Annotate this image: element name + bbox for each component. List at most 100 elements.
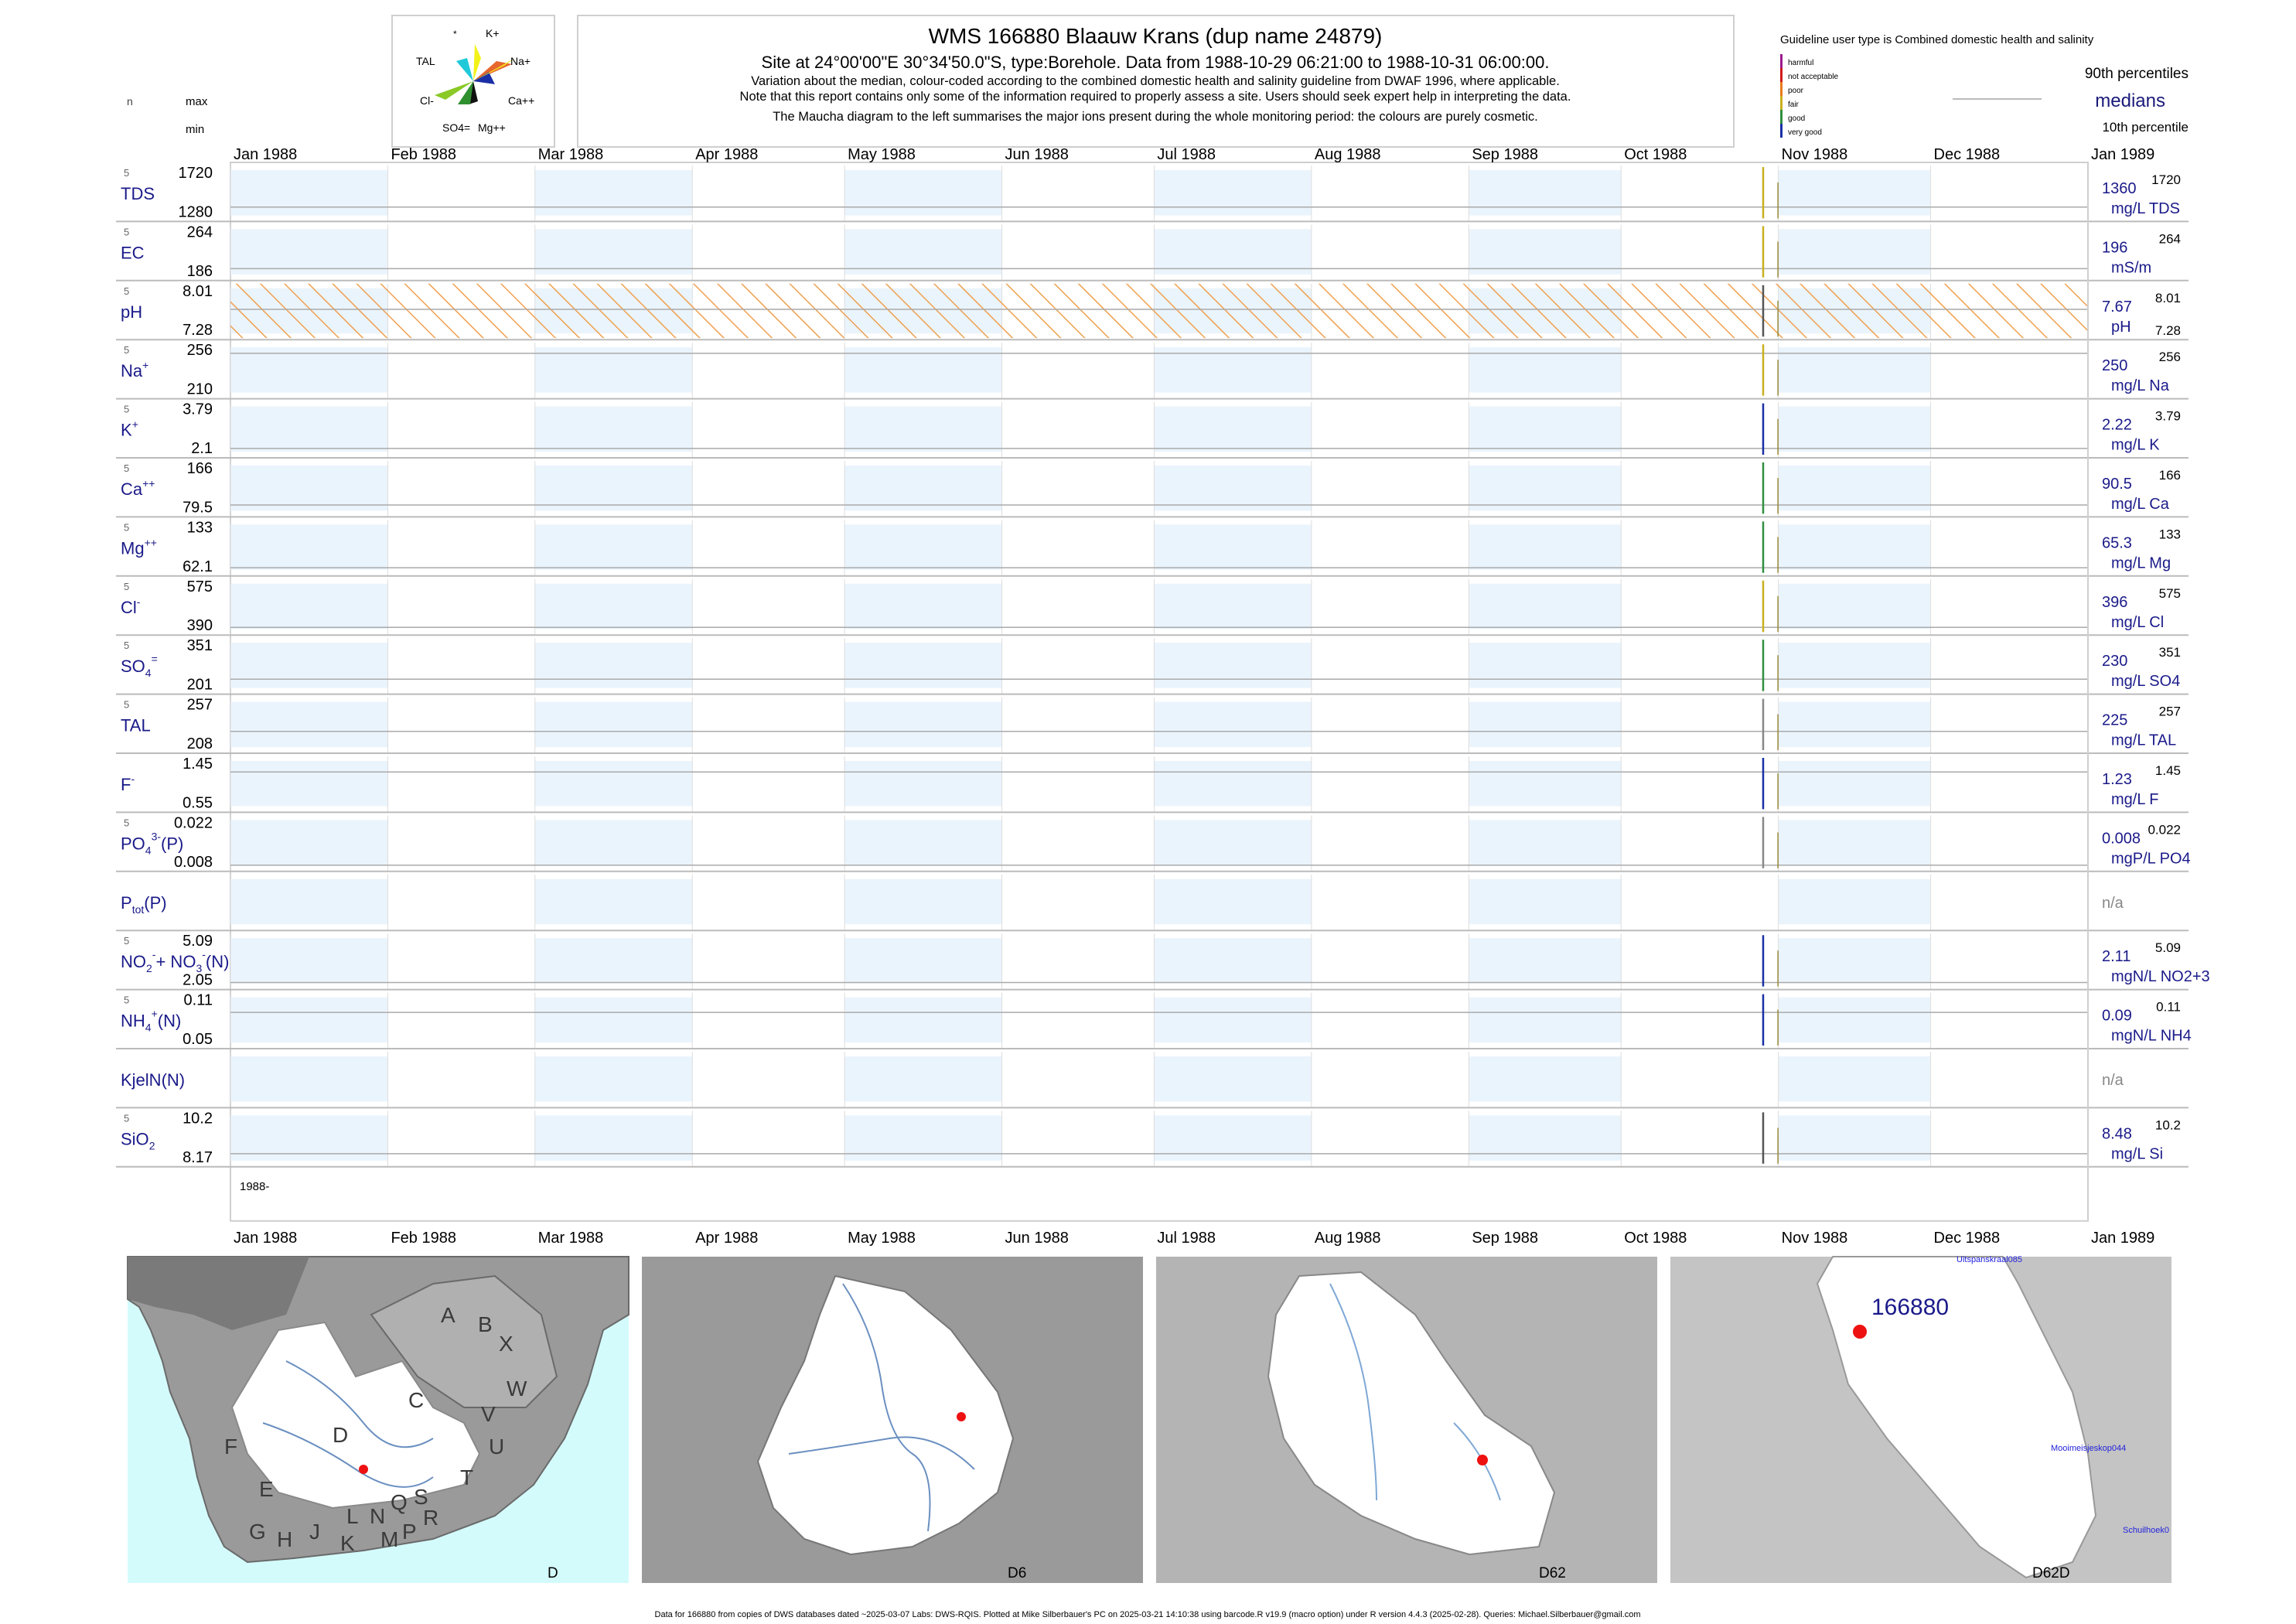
row-median: 90.5: [2102, 476, 2132, 493]
variable-sub: 4: [145, 667, 152, 679]
variable-label: Mg++: [121, 536, 157, 558]
month-shading: [534, 938, 693, 984]
month-shading: [1778, 229, 1931, 275]
variable-sup: ++: [142, 477, 155, 490]
month-shading: [844, 524, 1002, 570]
month-label-bottom: Mar 1988: [538, 1230, 604, 1247]
row-median: 1.23: [2102, 771, 2132, 788]
month-shading: [1778, 170, 1931, 216]
variable-label: NO2-+ NO3-(N): [121, 948, 229, 974]
variable-sup: -: [137, 595, 141, 608]
variable-label: SiO2: [121, 1129, 155, 1151]
row-min: 186: [187, 263, 213, 280]
month-label-bottom: Dec 1988: [1934, 1230, 2001, 1247]
row-unit: mgN/L NH4: [2111, 1028, 2192, 1045]
month-shading: [1154, 879, 1312, 925]
legend-class-swatch: [1780, 124, 1783, 138]
variable-label: TDS: [121, 184, 155, 203]
legend-p10: 10th percentile: [2102, 120, 2189, 135]
row-min: 1280: [179, 203, 213, 220]
variable-suffix: (P): [144, 893, 166, 913]
row-p90: 1.45: [2155, 763, 2181, 778]
map-site-label: 166880: [1871, 1295, 1949, 1320]
variable-label: NH4+(N): [121, 1008, 181, 1034]
variable-label: KjelN(N): [121, 1070, 185, 1090]
map-region-label: L: [346, 1504, 359, 1528]
month-shading: [1154, 170, 1312, 216]
title-block: WMS 166880 Blaauw Krans (dup name 24879)…: [577, 15, 1735, 148]
row-median: 8.48: [2102, 1125, 2132, 1142]
map-region-label: M: [380, 1527, 398, 1551]
maucha-segment: [473, 58, 515, 81]
maucha-label-cl: Cl-: [420, 94, 434, 107]
month-label-top: Jan 1988: [234, 146, 297, 163]
month-shading: [230, 879, 388, 925]
month-shading: [1778, 583, 1931, 629]
row-min: 2.1: [191, 440, 213, 457]
row-max: 0.11: [184, 992, 213, 1009]
row-max: 575: [187, 578, 213, 595]
map-region-label: X: [499, 1332, 513, 1356]
variable-label: PO43-(P): [121, 830, 183, 856]
month-shading: [230, 347, 388, 393]
row-unit: mg/L Mg: [2111, 554, 2171, 571]
sample-count: 5: [124, 521, 129, 533]
variable-sub: 4: [145, 1022, 152, 1034]
page-subtitle: Site at 24°00'00"E 30°34'50.0"S, type:Bo…: [762, 53, 1550, 72]
month-label-bottom: Jul 1988: [1157, 1230, 1216, 1247]
row-median: 396: [2102, 594, 2127, 611]
map-region-label: Q: [391, 1490, 408, 1514]
map-region-label: R: [423, 1506, 438, 1530]
month-shading: [1778, 347, 1931, 393]
year-label: 1988-: [240, 1180, 269, 1193]
row-unit: mg/L Cl: [2111, 614, 2164, 631]
month-label-bottom: Aug 1988: [1315, 1230, 1381, 1247]
legend-class-label: good: [1788, 114, 1805, 123]
row-max: 351: [187, 637, 213, 654]
month-shading: [1154, 1115, 1312, 1161]
row-p90: 3.79: [2155, 409, 2181, 424]
legend-class-swatch: [1780, 68, 1783, 82]
variable-sub: 3: [196, 962, 202, 974]
map-region-label: H: [277, 1527, 292, 1551]
sample-count: 5: [124, 344, 129, 356]
legend-class-swatch: [1780, 82, 1783, 96]
row-p90: 264: [2159, 231, 2181, 246]
row-p90: 8.01: [2155, 291, 2181, 305]
month-shading: [1469, 466, 1622, 511]
sample-count: 5: [124, 699, 129, 711]
month-shading: [1778, 997, 1931, 1042]
month-shading: [230, 1115, 388, 1161]
month-shading: [1154, 466, 1312, 511]
row-unit: mg/L Si: [2111, 1145, 2163, 1162]
map-region-label: U: [489, 1435, 504, 1459]
row-max: 256: [187, 342, 213, 359]
maucha-segment: [456, 58, 473, 81]
variable-sup: +: [132, 418, 138, 431]
map-caption-d: D: [548, 1565, 558, 1581]
month-shading: [534, 466, 693, 511]
month-shading: [230, 997, 388, 1042]
row-p90: 257: [2159, 705, 2181, 719]
ph-range-band: [230, 283, 2088, 339]
month-shading: [534, 643, 693, 688]
row-min: 62.1: [183, 558, 213, 575]
variable-sup: +: [142, 359, 148, 371]
month-shading: [844, 583, 1002, 629]
variable-label: Ptot(P): [121, 893, 167, 916]
month-shading: [1469, 938, 1622, 984]
row-max: 1.45: [183, 756, 213, 773]
month-label-top: Apr 1988: [695, 146, 758, 163]
sample-count: 5: [124, 226, 129, 237]
map-region-label: A: [441, 1303, 455, 1327]
month-shading: [1154, 229, 1312, 275]
month-label-bottom: Sep 1988: [1472, 1230, 1538, 1247]
maucha-diagram: * K+ TAL Na+ Cl- Ca++ SO4= Mg++: [391, 15, 555, 148]
map-region-label: G: [249, 1520, 266, 1544]
guideline-legend: Guideline user type is Combined domestic…: [1780, 33, 2189, 138]
note-line-2: Note that this report contains only some…: [740, 90, 1571, 104]
month-label-top: Oct 1988: [1624, 146, 1687, 163]
month-shading: [844, 466, 1002, 511]
month-label-top: Jan 1989: [2091, 146, 2154, 163]
